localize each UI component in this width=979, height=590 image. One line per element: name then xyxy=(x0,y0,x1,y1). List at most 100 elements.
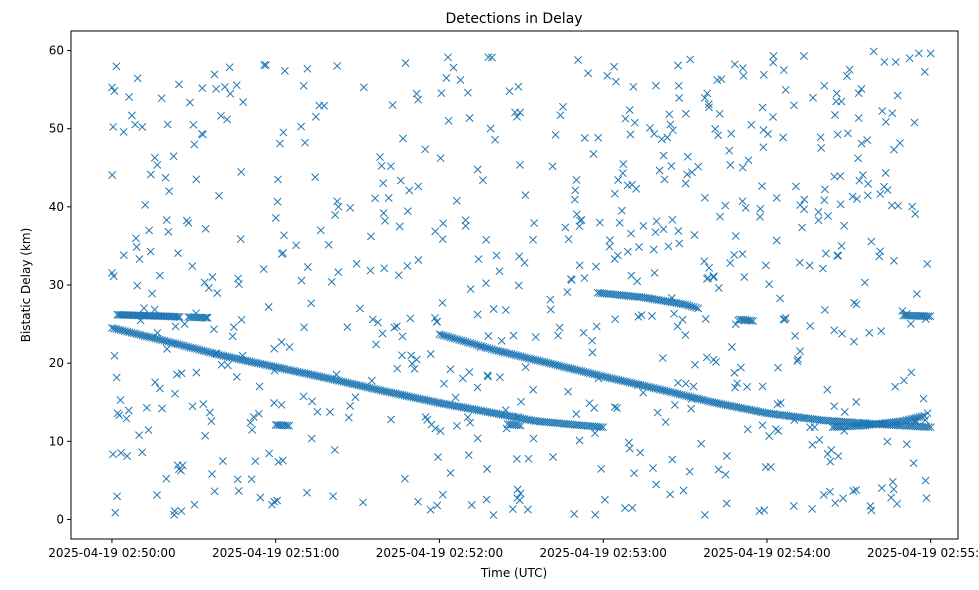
data-point xyxy=(170,510,179,519)
data-point xyxy=(577,215,586,224)
data-point xyxy=(805,261,814,270)
data-point xyxy=(210,487,219,496)
data-point xyxy=(766,462,775,471)
data-point xyxy=(398,351,406,360)
data-point xyxy=(407,351,416,360)
data-point xyxy=(155,271,164,280)
data-point xyxy=(697,439,706,448)
data-point xyxy=(390,323,399,332)
data-point xyxy=(826,457,835,466)
data-point xyxy=(830,326,839,335)
data-point xyxy=(635,243,643,251)
data-point xyxy=(292,241,301,250)
data-point xyxy=(774,426,783,435)
data-point xyxy=(112,373,121,382)
data-point xyxy=(700,257,709,266)
data-point xyxy=(511,108,520,117)
data-point xyxy=(773,400,782,409)
data-point xyxy=(629,82,638,91)
data-point xyxy=(153,160,162,169)
data-point xyxy=(580,134,589,142)
data-point xyxy=(668,126,677,135)
data-point xyxy=(303,64,312,73)
data-point xyxy=(225,63,234,72)
data-point xyxy=(513,494,522,503)
data-point xyxy=(852,300,861,309)
data-point xyxy=(923,409,932,418)
data-point xyxy=(674,227,683,235)
data-point xyxy=(852,486,861,494)
data-point xyxy=(827,446,836,454)
data-point xyxy=(198,84,207,93)
data-point xyxy=(834,452,843,461)
data-point xyxy=(110,351,119,360)
data-point xyxy=(772,193,781,202)
data-point xyxy=(280,231,288,240)
data-point xyxy=(343,323,352,332)
data-point xyxy=(675,94,684,102)
data-point xyxy=(446,469,455,478)
data-point xyxy=(208,273,217,281)
data-point xyxy=(164,337,173,346)
data-point xyxy=(155,384,164,393)
data-point xyxy=(195,313,204,322)
data-point xyxy=(466,285,475,294)
data-point xyxy=(208,470,216,479)
data-point xyxy=(559,102,567,111)
data-point xyxy=(731,320,740,329)
data-point xyxy=(299,81,308,90)
data-point xyxy=(594,133,603,142)
data-point xyxy=(283,421,292,430)
data-point xyxy=(909,311,917,320)
data-point xyxy=(215,191,223,200)
data-point xyxy=(217,360,226,369)
data-point xyxy=(831,111,839,119)
data-point xyxy=(203,313,212,322)
data-point xyxy=(170,389,179,398)
data-point xyxy=(111,508,120,517)
data-point xyxy=(367,376,376,385)
data-point xyxy=(517,397,526,406)
data-point xyxy=(681,300,690,309)
data-point xyxy=(670,309,679,318)
data-point xyxy=(887,493,896,502)
data-point xyxy=(270,399,279,407)
data-point xyxy=(730,60,739,69)
data-point xyxy=(700,93,709,102)
data-point xyxy=(899,376,908,385)
data-point xyxy=(478,176,487,185)
data-point xyxy=(398,332,407,341)
data-point xyxy=(651,228,660,237)
data-point xyxy=(513,112,521,121)
data-point xyxy=(486,124,495,133)
data-point xyxy=(334,268,343,277)
data-point xyxy=(513,485,522,494)
data-point xyxy=(889,256,898,265)
data-point xyxy=(497,336,506,345)
y-axis: 0 10 20 30 40 50 60 xyxy=(49,44,71,526)
data-point xyxy=(731,383,740,392)
data-point xyxy=(721,470,730,479)
data-point xyxy=(854,89,863,98)
data-point xyxy=(274,457,283,466)
data-point xyxy=(373,318,382,327)
data-point xyxy=(611,315,620,324)
data-point xyxy=(570,195,579,204)
data-point xyxy=(246,418,255,427)
data-point xyxy=(713,76,722,85)
data-point xyxy=(626,130,635,139)
data-point xyxy=(610,62,619,71)
data-point xyxy=(619,160,628,169)
axes-frame xyxy=(70,30,959,540)
data-point xyxy=(307,299,316,308)
data-point xyxy=(273,197,282,206)
data-point xyxy=(678,315,687,324)
data-point xyxy=(909,459,918,468)
data-point xyxy=(918,412,926,421)
data-point xyxy=(482,235,491,244)
data-point xyxy=(285,342,294,351)
data-point xyxy=(673,322,682,331)
data-point xyxy=(401,59,410,67)
data-point xyxy=(254,409,263,418)
data-point xyxy=(712,357,720,366)
